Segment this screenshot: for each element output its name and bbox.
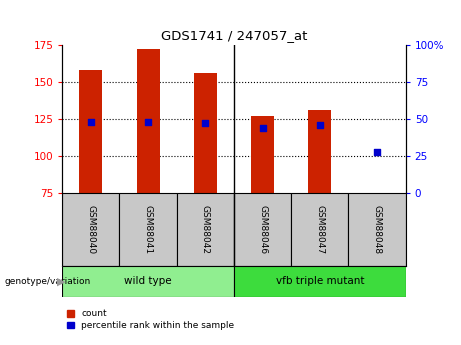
Bar (62, 193, 119, 266)
Bar (194, 73, 217, 193)
Text: GSM88047: GSM88047 (315, 205, 325, 254)
Point (316, 122, 324, 128)
Bar (308, 110, 331, 193)
Text: wild type: wild type (124, 276, 172, 286)
Bar (234, 193, 291, 266)
Title: GDS1741 / 247057_at: GDS1741 / 247057_at (161, 29, 307, 42)
Point (201, 121, 209, 126)
Point (259, 125, 266, 131)
Bar (234, 266, 406, 297)
Bar (251, 116, 274, 193)
Bar (79, 70, 102, 193)
Bar (349, 193, 406, 266)
Bar (136, 49, 160, 193)
Bar (291, 193, 349, 266)
Text: GSM88041: GSM88041 (143, 205, 153, 254)
Text: GSM88042: GSM88042 (201, 205, 210, 254)
Bar (62, 266, 234, 297)
Legend: count, percentile rank within the sample: count, percentile rank within the sample (67, 309, 234, 330)
Text: GSM88040: GSM88040 (86, 205, 95, 254)
Text: ▶: ▶ (57, 276, 65, 286)
Text: GSM88048: GSM88048 (372, 205, 382, 254)
Text: GSM88046: GSM88046 (258, 205, 267, 254)
Point (144, 119, 152, 125)
Point (87, 119, 95, 125)
Point (373, 149, 381, 155)
Text: genotype/variation: genotype/variation (5, 277, 91, 286)
Bar (177, 193, 234, 266)
Text: vfb triple mutant: vfb triple mutant (276, 276, 364, 286)
Bar (119, 193, 177, 266)
